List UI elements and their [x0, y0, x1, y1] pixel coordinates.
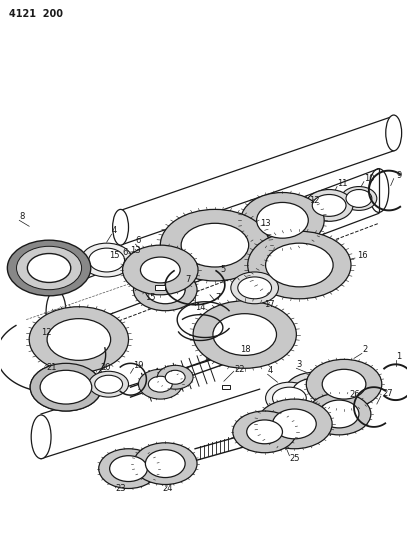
Ellipse shape [81, 243, 133, 277]
Text: 16: 16 [357, 251, 368, 260]
Text: 15: 15 [145, 293, 156, 302]
Text: 17: 17 [264, 300, 275, 309]
Text: 6: 6 [135, 236, 141, 245]
Ellipse shape [346, 190, 372, 207]
Text: 13: 13 [131, 246, 141, 255]
Ellipse shape [47, 319, 111, 360]
Ellipse shape [160, 209, 270, 281]
Ellipse shape [319, 400, 359, 428]
Ellipse shape [140, 257, 180, 283]
Text: 20: 20 [101, 363, 111, 372]
Text: 4: 4 [112, 226, 117, 235]
Ellipse shape [40, 370, 92, 404]
Ellipse shape [133, 443, 197, 484]
Ellipse shape [138, 369, 182, 399]
Ellipse shape [266, 243, 333, 287]
Text: 4121  200: 4121 200 [9, 9, 63, 19]
Ellipse shape [17, 246, 82, 289]
Text: 15: 15 [109, 251, 119, 260]
Ellipse shape [305, 190, 353, 221]
Text: 9: 9 [397, 171, 402, 180]
Ellipse shape [181, 223, 249, 267]
Ellipse shape [273, 409, 316, 439]
Text: 12: 12 [41, 328, 52, 337]
Ellipse shape [306, 359, 382, 409]
Ellipse shape [27, 254, 71, 282]
Ellipse shape [29, 306, 129, 372]
Ellipse shape [133, 269, 197, 311]
Ellipse shape [157, 365, 193, 389]
Text: 14: 14 [195, 303, 206, 312]
Text: 10: 10 [364, 174, 375, 183]
Ellipse shape [293, 378, 336, 406]
Ellipse shape [31, 415, 51, 459]
Ellipse shape [257, 399, 332, 449]
Ellipse shape [233, 411, 296, 453]
Ellipse shape [322, 369, 366, 399]
Ellipse shape [193, 301, 296, 368]
Text: 6: 6 [122, 248, 128, 256]
Ellipse shape [46, 290, 66, 334]
Ellipse shape [386, 115, 401, 151]
Ellipse shape [247, 420, 282, 444]
FancyBboxPatch shape [222, 385, 230, 389]
Text: 26: 26 [349, 390, 359, 399]
Text: 8: 8 [19, 212, 24, 221]
Text: 4: 4 [268, 366, 273, 375]
Ellipse shape [122, 245, 198, 295]
Text: 7: 7 [185, 276, 191, 285]
Ellipse shape [248, 231, 351, 299]
Ellipse shape [7, 240, 91, 296]
Text: 1: 1 [396, 352, 401, 361]
Text: 11: 11 [337, 179, 348, 188]
Ellipse shape [89, 248, 124, 272]
Ellipse shape [113, 209, 129, 245]
Ellipse shape [284, 372, 344, 412]
Ellipse shape [145, 450, 185, 478]
Text: 27: 27 [383, 389, 393, 398]
Ellipse shape [241, 192, 324, 248]
Text: 19: 19 [133, 361, 144, 370]
Ellipse shape [213, 314, 277, 356]
Ellipse shape [30, 364, 102, 411]
Ellipse shape [165, 370, 185, 384]
Text: 25: 25 [289, 454, 300, 463]
Ellipse shape [307, 393, 371, 435]
Text: 21: 21 [46, 363, 57, 372]
Text: 7: 7 [215, 293, 220, 302]
Ellipse shape [266, 382, 313, 414]
Text: 18: 18 [240, 345, 251, 354]
Ellipse shape [273, 387, 306, 409]
Ellipse shape [99, 449, 158, 488]
Text: 2: 2 [362, 345, 367, 354]
Ellipse shape [110, 456, 147, 481]
Text: 23: 23 [115, 484, 126, 493]
Ellipse shape [89, 372, 129, 397]
Ellipse shape [312, 195, 346, 216]
Ellipse shape [238, 277, 272, 299]
Ellipse shape [95, 375, 122, 393]
Text: 12: 12 [309, 196, 320, 205]
Ellipse shape [257, 203, 308, 238]
Text: 13: 13 [259, 219, 270, 228]
Ellipse shape [369, 168, 389, 212]
Ellipse shape [231, 272, 279, 304]
Text: 24: 24 [162, 484, 173, 493]
Ellipse shape [341, 187, 377, 211]
FancyBboxPatch shape [155, 285, 165, 290]
Text: 22: 22 [235, 365, 245, 374]
Ellipse shape [145, 276, 185, 304]
Ellipse shape [149, 376, 172, 392]
Text: 5: 5 [220, 265, 225, 274]
Text: 3: 3 [296, 360, 302, 369]
